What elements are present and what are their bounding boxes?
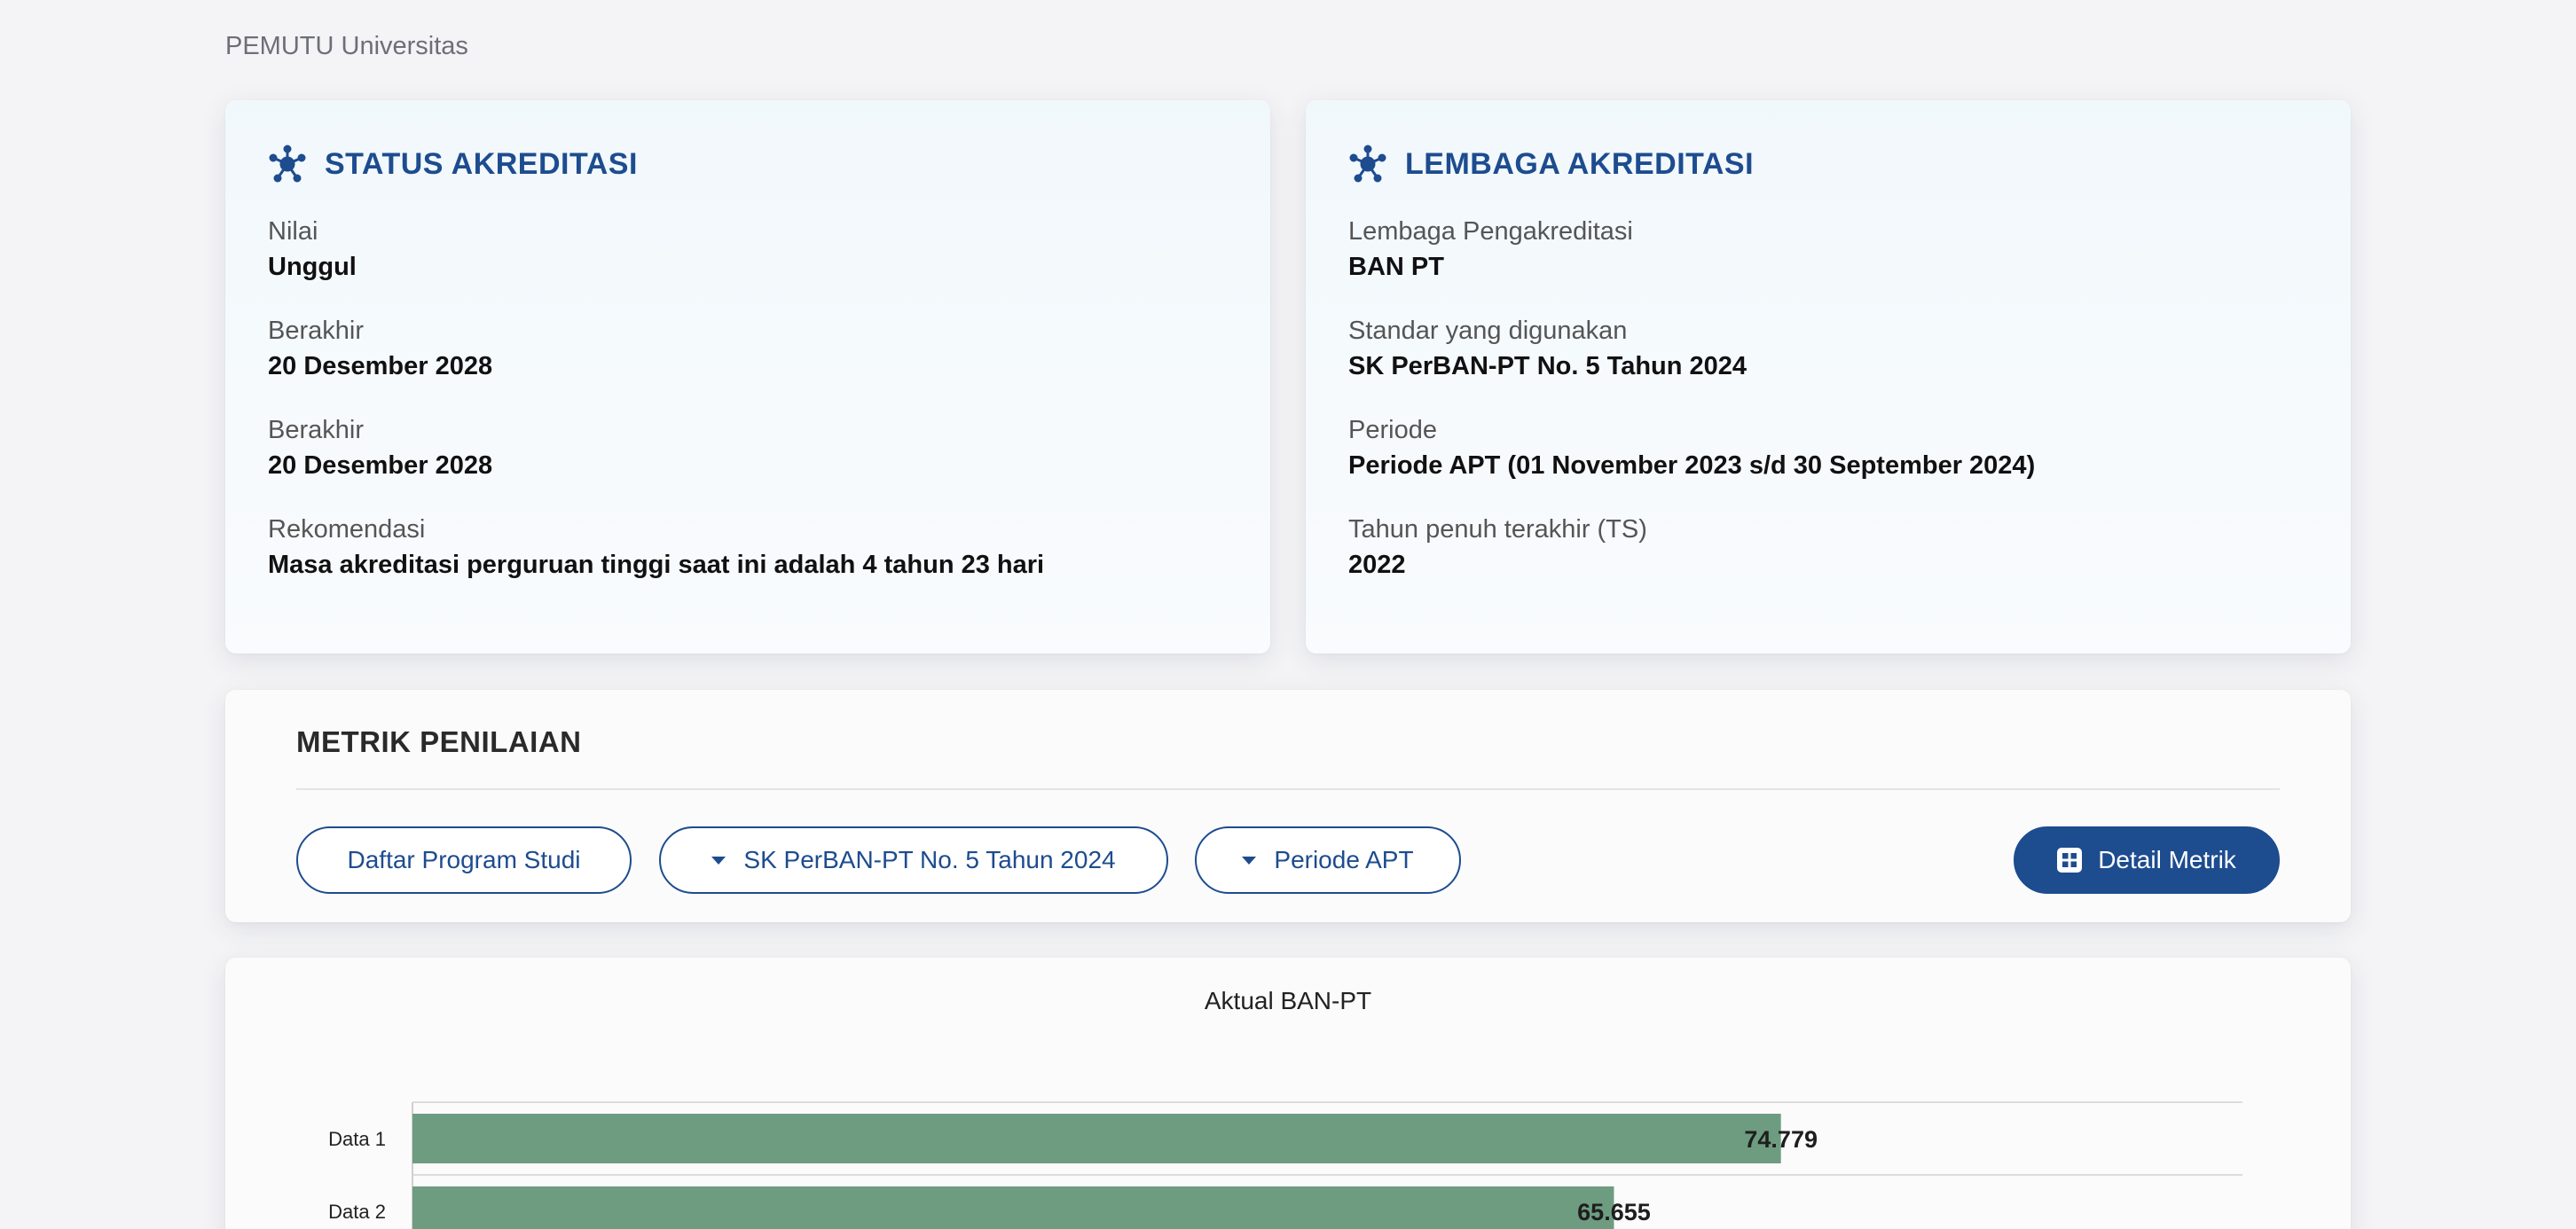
field-nilai: Nilai Unggul [268, 215, 357, 283]
bar [412, 1186, 1614, 1229]
status-card-header: STATUS AKREDITASI [268, 145, 638, 184]
hub-icon [1349, 145, 1386, 183]
card-title: LEMBAGA AKREDITASI [1405, 146, 1755, 181]
data-label: 74.779 [1744, 1126, 1818, 1153]
category-label: Data 2 [328, 1201, 386, 1223]
metrik-penilaian-card: METRIK PENILAIAN Daftar Program Studi SK… [225, 690, 2351, 922]
field-value: 20 Desember 2028 [268, 352, 493, 380]
detail-metrik-button[interactable]: Detail Metrik [2014, 826, 2280, 894]
field-periode: Periode Periode APT (01 November 2023 s/… [1348, 414, 2035, 481]
caret-down-icon [711, 856, 726, 865]
field-value: BAN PT [1348, 253, 1444, 281]
field-label: Nilai [268, 217, 318, 246]
field-lembaga-pengakreditasi: Lembaga Pengakreditasi BAN PT [1348, 215, 1633, 283]
category-label: Data 1 [328, 1128, 386, 1150]
chart-bars: Data 1 74.779 Data 2 65.655 [328, 1114, 1818, 1229]
field-label: Periode [1348, 416, 1437, 444]
field-value: SK PerBAN-PT No. 5 Tahun 2024 [1348, 352, 1747, 380]
field-label: Berakhir [268, 317, 364, 345]
periode-dropdown[interactable]: Periode APT [1195, 826, 1461, 894]
field-value: 20 Desember 2028 [268, 451, 493, 480]
lembaga-akreditasi-card: LEMBAGA AKREDITASI Lembaga Pengakreditas… [1306, 100, 2351, 654]
brand-title: PEMUTU Universitas [225, 32, 468, 60]
caret-down-icon [1242, 856, 1257, 865]
field-label: Lembaga Pengakreditasi [1348, 217, 1633, 246]
button-label: Detail Metrik [2098, 846, 2236, 873]
field-value: Periode APT (01 November 2023 s/d 30 Sep… [1348, 451, 2036, 480]
grid-icon [2057, 848, 2083, 873]
chart-card: Aktual BAN-PT Data 1 74.779 Data 2 65.655 [225, 958, 2351, 1229]
status-akreditasi-card: STATUS AKREDITASI Nilai Unggul Berakhir … [225, 100, 1270, 654]
hub-icon [269, 145, 306, 183]
field-berakhir-2: Berakhir 20 Desember 2028 [268, 414, 492, 481]
bar [412, 1114, 1781, 1163]
field-label: Berakhir [268, 416, 364, 444]
field-label: Tahun penuh terakhir (TS) [1348, 515, 1647, 544]
field-value: Masa akreditasi perguruan tinggi saat in… [268, 551, 1045, 579]
field-value: 2022 [1348, 551, 1406, 579]
divider [296, 788, 2280, 790]
chart-title: Aktual BAN-PT [1205, 987, 1371, 1014]
field-label: Standar yang digunakan [1348, 317, 1628, 345]
card-title: STATUS AKREDITASI [325, 146, 638, 181]
bar-chart: Aktual BAN-PT Data 1 74.779 Data 2 65.655 [328, 987, 2242, 1229]
field-value: Unggul [268, 253, 357, 281]
button-label: Periode APT [1274, 846, 1414, 873]
field-tahun-ts: Tahun penuh terakhir (TS) 2022 [1348, 513, 1647, 581]
button-label: Daftar Program Studi [347, 846, 581, 873]
button-label: SK PerBAN-PT No. 5 Tahun 2024 [743, 846, 1116, 873]
field-rekomendasi: Rekomendasi Masa akreditasi perguruan ti… [268, 513, 1044, 581]
field-label: Rekomendasi [268, 515, 426, 544]
field-standar: Standar yang digunakan SK PerBAN-PT No. … [1348, 315, 1747, 382]
metrik-title: METRIK PENILAIAN [296, 725, 582, 758]
standar-dropdown[interactable]: SK PerBAN-PT No. 5 Tahun 2024 [659, 826, 1168, 894]
field-berakhir: Berakhir 20 Desember 2028 [268, 315, 492, 382]
lembaga-card-header: LEMBAGA AKREDITASI [1348, 145, 1754, 184]
daftar-program-studi-button[interactable]: Daftar Program Studi [296, 826, 632, 894]
data-label: 65.655 [1577, 1199, 1651, 1225]
